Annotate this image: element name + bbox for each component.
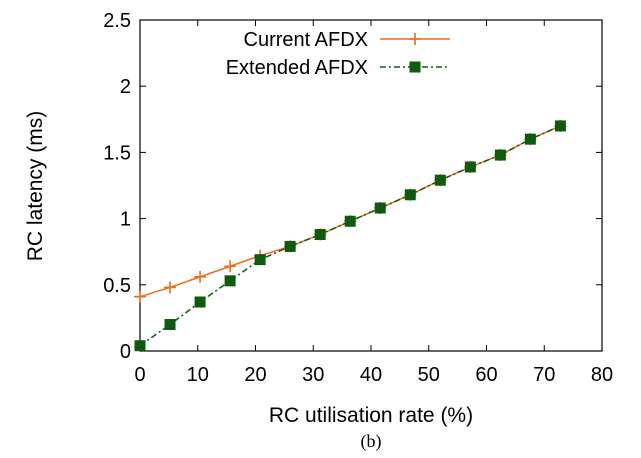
axis-ticks: 0 10 20 30 40 50 60 70 80 0 0.5 1 1.5 2 2.5 <box>103 10 613 386</box>
data-point <box>194 296 206 308</box>
data-point <box>224 275 236 287</box>
series-layer <box>134 119 567 352</box>
x-tick-label: 30 <box>302 364 324 386</box>
y-axis-title: RC latency (ms) <box>24 111 47 262</box>
x-tick-label: 70 <box>533 364 555 386</box>
data-point <box>164 281 177 294</box>
x-tick-label: 0 <box>134 364 145 386</box>
data-point <box>344 215 356 227</box>
series-extended-afdx <box>134 120 566 352</box>
legend-label: Extended AFDX <box>226 57 368 79</box>
series-line <box>139 125 561 347</box>
x-tick-label: 60 <box>475 364 497 386</box>
y-tick-label: 2 <box>120 76 131 98</box>
y-tick-label: 1.5 <box>103 142 131 164</box>
legend-marker <box>409 61 421 73</box>
data-point <box>134 290 146 303</box>
data-point <box>134 340 146 352</box>
x-tick-label: 20 <box>244 364 266 386</box>
y-tick-label: 1 <box>120 209 131 231</box>
data-point <box>464 161 476 173</box>
y-tick-label: 2.5 <box>103 10 131 32</box>
legend-marker <box>409 33 421 45</box>
data-point <box>224 260 237 273</box>
x-axis-title: RC utilisation rate (%) <box>269 404 473 427</box>
x-tick-label: 40 <box>360 364 382 386</box>
data-point <box>314 228 326 240</box>
data-point <box>494 149 506 161</box>
data-point <box>284 240 296 252</box>
y-tick-label: 0 <box>120 341 131 363</box>
data-point <box>434 174 446 186</box>
x-tick-label: 10 <box>187 364 209 386</box>
data-point <box>254 254 266 266</box>
data-point <box>194 270 207 283</box>
data-point <box>164 319 176 331</box>
series-current-afdx <box>134 119 567 303</box>
figure-caption: (b) <box>361 431 382 452</box>
data-point <box>374 202 386 214</box>
x-tick-label: 80 <box>591 364 613 386</box>
legend: Current AFDX Extended AFDX <box>226 29 450 79</box>
data-point <box>554 120 566 132</box>
legend-label: Current AFDX <box>244 29 368 51</box>
x-tick-label: 50 <box>418 364 440 386</box>
data-point <box>404 189 416 201</box>
y-tick-label: 0.5 <box>103 275 131 297</box>
plot-frame <box>139 19 603 352</box>
data-point <box>524 133 536 145</box>
